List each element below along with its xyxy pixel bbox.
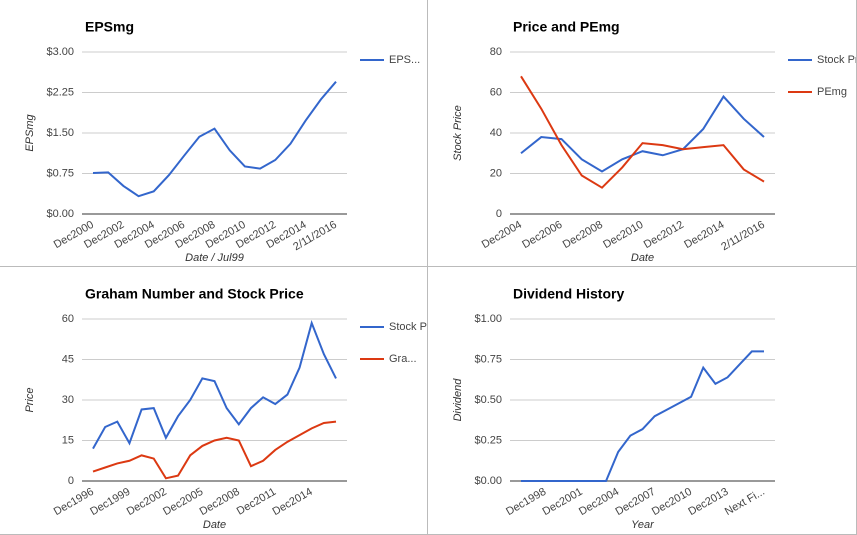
y-tick-label: 45: [62, 353, 74, 365]
x-tick-label: Dec2010: [650, 486, 694, 518]
chart-title: EPSmg: [85, 19, 134, 35]
x-tick-label: Dec2001: [541, 486, 585, 518]
chart-title: Graham Number and Stock Price: [85, 286, 304, 302]
series-line: [92, 81, 337, 198]
y-tick-label: 80: [490, 46, 502, 58]
series-line: [92, 319, 337, 450]
x-tick-label: Next Fi...: [723, 486, 767, 518]
legend-label: Stock Price: [817, 54, 856, 66]
y-axis-title: EPSmg: [24, 113, 36, 151]
chart: EPSmg$0.00$0.75$1.50$2.25$3.00Dec2000Dec…: [24, 19, 420, 264]
legend-label: PEmg: [817, 86, 847, 98]
x-tick-label: Dec2006: [520, 219, 564, 251]
legend-label: Gra...: [389, 353, 417, 365]
y-tick-label: 20: [490, 167, 502, 179]
series-line: [520, 94, 765, 173]
panel: Price and PEmg 0 20 40 60 80 Dec2004 Dec2006 Dec…: [428, 0, 857, 267]
y-tick-label: 0: [496, 208, 502, 220]
x-axis-title: Date: [203, 519, 226, 531]
panel: EPSmg $0.00 $0.75 $1.50 $2.25 $3.00 Dec2000 Dec…: [0, 0, 428, 267]
series-line: [520, 75, 765, 189]
x-tick-label: Dec2007: [613, 486, 657, 518]
x-tick-label: Dec1999: [88, 486, 132, 518]
x-tick-label: Dec2004: [577, 486, 621, 518]
y-tick-label: $0.00: [474, 475, 502, 487]
x-axis-title: Date: [631, 252, 654, 264]
chart-title: Dividend History: [513, 286, 624, 302]
x-tick-label: Dec1998: [504, 486, 548, 518]
y-tick-label: 15: [62, 434, 74, 446]
x-tick-label: Dec2013: [686, 486, 730, 518]
x-tick-label: Dec2012: [642, 219, 686, 251]
x-tick-label: Dec2014: [271, 486, 315, 518]
y-tick-label: $0.75: [474, 353, 502, 365]
x-tick-label: Dec2008: [561, 219, 605, 251]
x-tick-label: Dec2014: [682, 219, 726, 251]
x-tick-label: Dec2010: [601, 219, 645, 251]
y-tick-label: $1.00: [474, 313, 502, 325]
y-tick-label: $0.75: [46, 167, 74, 179]
y-axis-title: Stock Price: [452, 105, 464, 161]
x-tick-label: Dec2004: [480, 219, 524, 251]
y-tick-label: 40: [490, 127, 502, 139]
y-tick-label: $0.50: [474, 394, 502, 406]
y-tick-label: $2.25: [46, 86, 74, 98]
series-line: [521, 350, 764, 482]
x-axis-title: Date / Jul99: [185, 252, 244, 264]
chart-title: Price and PEmg: [513, 19, 620, 35]
x-axis-title: Year: [631, 519, 655, 531]
chart: Graham Number and Stock Price 0 15 30 45 60 De…: [24, 286, 427, 531]
y-axis-title: Price: [24, 387, 36, 412]
x-tick-label: Dec2005: [161, 486, 205, 518]
x-tick-label: Dec2011: [235, 486, 278, 518]
x-tick-label: Dec2008: [198, 486, 242, 518]
y-tick-label: 60: [490, 86, 502, 98]
chart: Dividend History $0.00 $0.25 $0.50 $0.75 $1.0…: [452, 286, 775, 531]
series-line: [92, 420, 337, 480]
y-tick-label: $1.50: [46, 127, 74, 139]
y-tick-label: 30: [62, 394, 74, 406]
y-tick-label: 60: [62, 313, 74, 325]
x-tick-label: Dec2002: [125, 486, 169, 518]
legend-label: EPS...: [389, 54, 420, 66]
x-tick-label: Dec1996: [52, 486, 96, 518]
y-tick-label: $0.00: [46, 208, 74, 220]
chart: Price and PEmg020406080Dec2004Dec2006Dec…: [452, 19, 856, 264]
panel: Graham Number and Stock Price 0 15 30 45 60 De…: [0, 267, 428, 535]
y-axis-title: Dividend: [452, 378, 464, 422]
panel: Dividend History $0.00 $0.25 $0.50 $0.75 $1.0…: [428, 267, 857, 535]
y-tick-label: 0: [68, 475, 74, 487]
legend-label: Stock Price: [389, 321, 427, 333]
y-tick-label: $3.00: [46, 46, 74, 58]
x-tick-label: 2/11/2016: [719, 219, 767, 253]
y-tick-label: $0.25: [474, 434, 502, 446]
